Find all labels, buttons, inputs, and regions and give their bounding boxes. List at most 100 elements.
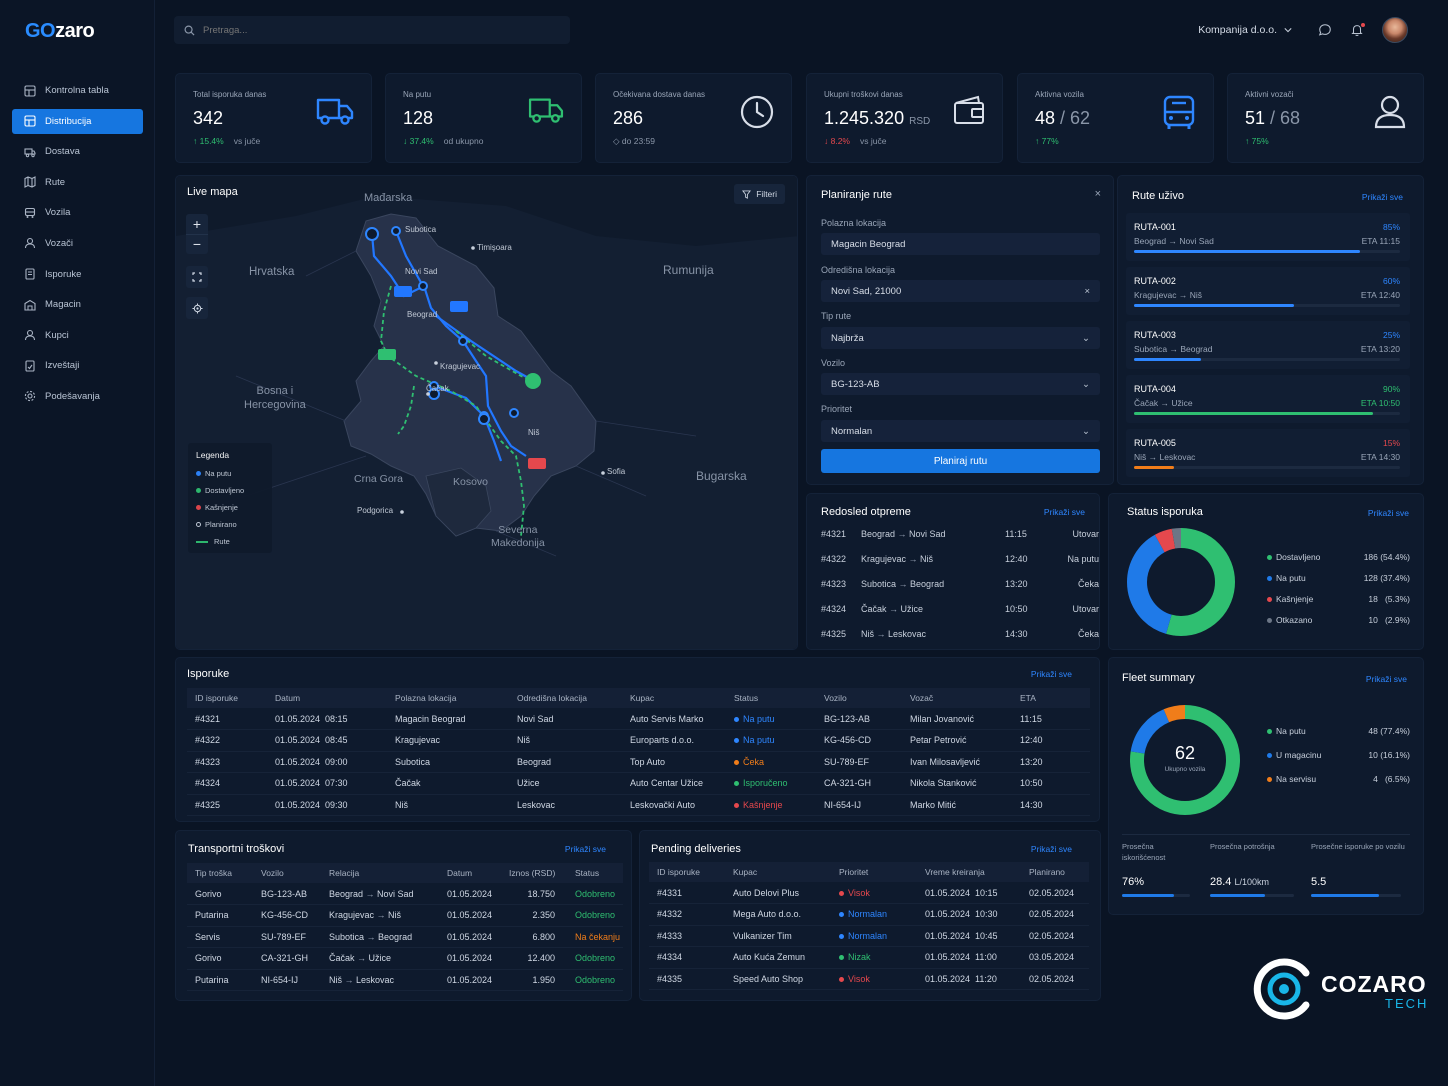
dispatch-row[interactable]: #4322 Kragujevac → Niš 12:40 Na putu: [821, 554, 1099, 579]
column-header[interactable]: Kupac: [630, 693, 655, 703]
sidebar-item-distribucija[interactable]: Distribucija: [12, 108, 143, 134]
truck-green[interactable]: [378, 349, 396, 360]
search-input[interactable]: [203, 24, 553, 36]
column-header[interactable]: ETA: [1020, 693, 1036, 703]
deliveries-show-all[interactable]: Prikaži sve: [1030, 669, 1072, 679]
close-icon[interactable]: ×: [1094, 188, 1101, 200]
route-item[interactable]: RUTA-004 90% Čačak → Užice ETA 10:50: [1126, 375, 1410, 423]
column-header[interactable]: Status: [575, 868, 600, 878]
marker-subotica[interactable]: [391, 226, 401, 236]
column-header[interactable]: Relacija: [329, 868, 360, 878]
truck-red[interactable]: [528, 458, 546, 469]
pending-show-all[interactable]: Prikaži sve: [1030, 844, 1072, 854]
search-bar[interactable]: [174, 16, 570, 44]
table-row[interactable]: #4325 01.05.2024 09:30 Niš Leskovac Leskovač…: [187, 794, 1090, 816]
table-row[interactable]: #4324 01.05.2024 07:30 Čačak Užice Auto Cent…: [187, 773, 1090, 794]
donut-slice-naputu[interactable]: [1127, 528, 1235, 636]
column-header[interactable]: Vozač: [910, 693, 934, 703]
column-header[interactable]: Vozilo: [824, 693, 847, 703]
fleet-show-all[interactable]: Prikaži sve: [1365, 674, 1407, 684]
column-header[interactable]: Kupac: [733, 867, 758, 877]
donut-slice-naservisu[interactable]: [1130, 705, 1240, 815]
marker-delivered[interactable]: [525, 373, 541, 389]
table-row[interactable]: #4323 01.05.2024 09:00 Subotica Beograd Top …: [187, 751, 1090, 773]
sidebar-item-podešavanja[interactable]: Podešavanja: [12, 384, 143, 409]
column-header[interactable]: Polazna lokacija: [395, 693, 457, 703]
column-header[interactable]: Vreme kreiranja: [925, 867, 985, 877]
column-header[interactable]: Datum: [275, 693, 301, 703]
table-row[interactable]: Gorivo CA-321-GH Čačak → Užice 01.05.2024 12…: [187, 948, 623, 969]
zoom-out-button[interactable]: −: [186, 234, 208, 254]
dispatch-row[interactable]: #4324 Čačak → Užice 10:50 Utovar: [821, 604, 1099, 629]
table-row[interactable]: #4322 01.05.2024 08:45 Kragujevac Niš Europa…: [187, 730, 1090, 751]
route-item[interactable]: RUTA-005 15% Niš → Leskovac ETA 14:30: [1126, 429, 1410, 477]
table-row[interactable]: #4334 Auto Kuća Zemun Nizak 01.05.2024 11:0…: [649, 947, 1089, 968]
marker-nis[interactable]: [509, 408, 519, 418]
bell-icon[interactable]: [1350, 23, 1365, 37]
table-cell: 12.400: [527, 953, 555, 964]
table-row[interactable]: #4331 Auto Delovi Plus Visok 01.05.2024 10:…: [649, 882, 1089, 904]
sidebar-item-izveštaji[interactable]: Izveštaji: [12, 353, 143, 378]
table-row[interactable]: Putarina NI-654-IJ Niš → Leskovac 01.05.202…: [187, 969, 623, 991]
marker-pin-1[interactable]: [365, 227, 379, 241]
map-filter-button[interactable]: Filteri: [734, 184, 785, 204]
sidebar-item-vozila[interactable]: Vozila: [12, 200, 143, 225]
route-type-select[interactable]: Najbrža ⌄: [821, 327, 1100, 349]
dispatch-row[interactable]: #4321 Beograd → Novi Sad 11:15 Utovar: [821, 529, 1099, 554]
clear-icon[interactable]: ×: [1084, 285, 1090, 297]
destination-input[interactable]: Novi Sad, 21000 ×: [821, 280, 1100, 302]
column-header[interactable]: Prioritet: [839, 867, 869, 877]
costs-show-all[interactable]: Prikaži sve: [564, 844, 606, 854]
truck-blue-2[interactable]: [450, 301, 468, 312]
column-header[interactable]: Vozilo: [261, 868, 284, 878]
marker-beograd[interactable]: [458, 336, 468, 346]
vehicle-select[interactable]: BG-123-AB ⌄: [821, 373, 1100, 395]
sidebar-item-magacin[interactable]: Magacin: [12, 292, 143, 317]
sidebar-item-kupci[interactable]: Kupci: [12, 323, 143, 348]
live-routes-show-all[interactable]: Prikaži sve: [1361, 192, 1403, 202]
dispatch-row[interactable]: #4325 Niš → Leskovac 14:30 Čeka: [821, 629, 1099, 654]
column-header[interactable]: ID isporuke: [657, 867, 700, 877]
sidebar-item-dostava[interactable]: Dostava: [12, 139, 143, 164]
user-avatar[interactable]: [1382, 17, 1408, 43]
table-row[interactable]: Servis SU-789-EF Subotica → Beograd 01.05.2…: [187, 926, 623, 948]
table-row[interactable]: #4333 Vulkanizer Tim Normalan 01.05.2024 10…: [649, 925, 1089, 947]
column-header[interactable]: Tip troška: [195, 868, 233, 878]
marker-pin-3[interactable]: [478, 413, 490, 425]
fullscreen-button[interactable]: [186, 266, 208, 288]
dispatch-row[interactable]: #4323 Subotica → Beograd 13:20 Čeka: [821, 579, 1099, 604]
sidebar-item-isporuke[interactable]: Isporuke: [12, 262, 143, 287]
route-item[interactable]: RUTA-001 85% Beograd → Novi Sad ETA 11:15: [1126, 213, 1410, 261]
map-canvas[interactable]: [176, 176, 798, 650]
table-cell: NI-654-IJ: [824, 799, 862, 810]
status-show-all[interactable]: Prikaži sve: [1367, 508, 1409, 518]
column-header[interactable]: Status: [734, 693, 759, 703]
table-row[interactable]: #4335 Speed Auto Shop Visok 01.05.2024 11:2…: [649, 968, 1089, 990]
truck-blue-1[interactable]: [394, 286, 412, 297]
brand-logo[interactable]: GOzaro: [25, 20, 95, 42]
column-header[interactable]: ID isporuke: [195, 693, 238, 703]
column-header[interactable]: Iznos (RSD): [509, 868, 556, 878]
column-header[interactable]: Odredišna lokacija: [517, 693, 587, 703]
priority-select[interactable]: Normalan ⌄: [821, 420, 1100, 442]
zoom-in-button[interactable]: +: [192, 216, 202, 232]
table-row[interactable]: Putarina KG-456-CD Kragujevac → Niš 01.05.2…: [187, 905, 623, 926]
sidebar-item-rute[interactable]: Rute: [12, 170, 143, 195]
start-location-input[interactable]: Magacin Beograd: [821, 233, 1100, 255]
donut-slice-otkazano[interactable]: [1127, 528, 1235, 636]
dispatch-show-all[interactable]: Prikaži sve: [1043, 507, 1085, 517]
locate-button[interactable]: [186, 297, 208, 319]
marker-novisad[interactable]: [418, 281, 428, 291]
route-item[interactable]: RUTA-003 25% Subotica → Beograd ETA 13:20: [1126, 321, 1410, 369]
sidebar-item-kontrolnatabla[interactable]: Kontrolna tabla: [12, 78, 143, 103]
table-row[interactable]: #4332 Mega Auto d.o.o. Normalan 01.05.2024 …: [649, 904, 1089, 925]
sidebar-item-vozači[interactable]: Vozači: [12, 231, 143, 256]
route-item[interactable]: RUTA-002 60% Kragujevac → Niš ETA 12:40: [1126, 267, 1410, 315]
table-row[interactable]: Gorivo BG-123-AB Beograd → Novi Sad 01.05.2…: [187, 883, 623, 905]
table-row[interactable]: #4321 01.05.2024 08:15 Magacin Beograd Novi…: [187, 708, 1090, 730]
column-header[interactable]: Planirano: [1029, 867, 1065, 877]
plan-route-button[interactable]: Planiraj rutu: [821, 449, 1100, 473]
column-header[interactable]: Datum: [447, 868, 473, 878]
chat-icon[interactable]: [1318, 23, 1332, 37]
company-selector[interactable]: Kompanija d.o.o.: [1198, 24, 1292, 36]
